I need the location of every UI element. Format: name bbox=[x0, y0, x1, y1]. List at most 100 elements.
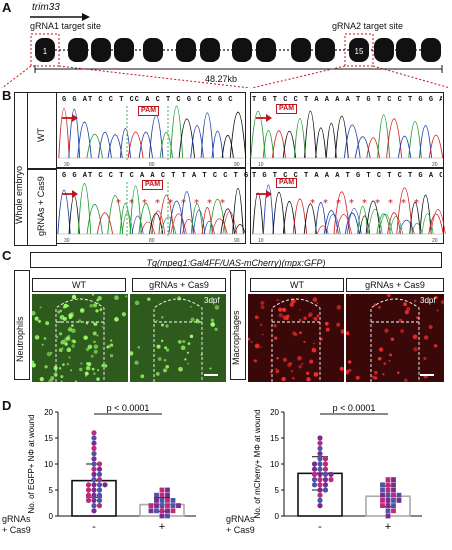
fluorescent-cell bbox=[433, 344, 438, 348]
pam-box-mut-left: PAM bbox=[142, 180, 164, 190]
data-point bbox=[154, 508, 159, 514]
chromatogram-peak bbox=[262, 130, 275, 159]
chromatogram-peak bbox=[408, 121, 422, 159]
fluorescent-cell bbox=[319, 337, 323, 341]
fluorescent-cell bbox=[156, 344, 161, 349]
position-tick: 80 bbox=[149, 238, 155, 244]
fluorescent-cell bbox=[254, 315, 259, 320]
fluorescent-cell bbox=[96, 334, 99, 337]
pam-box-wt-right: PAM bbox=[276, 104, 298, 114]
fluorescent-cell bbox=[440, 300, 444, 305]
grna1-label: gRNA1 target site bbox=[30, 21, 102, 31]
fluorescent-cell bbox=[348, 360, 352, 364]
gene-direction-arrow bbox=[30, 13, 90, 21]
chromatogram-peak bbox=[57, 189, 71, 235]
fluorescent-cell bbox=[316, 314, 320, 318]
neut-mut-title: gRNAs + Cas9 bbox=[132, 278, 226, 292]
data-point bbox=[385, 487, 391, 493]
fluorescent-cell bbox=[250, 340, 253, 343]
data-point bbox=[102, 482, 108, 488]
data-point bbox=[159, 503, 165, 508]
position-tick: 10 bbox=[258, 162, 264, 168]
data-point bbox=[391, 482, 396, 488]
data-point bbox=[328, 477, 334, 483]
data-point bbox=[317, 477, 323, 483]
fluorescent-cell bbox=[71, 339, 75, 343]
mutation-star: * bbox=[310, 198, 315, 209]
fluorescent-cell bbox=[93, 303, 98, 308]
fluorescent-cell bbox=[80, 362, 83, 365]
fluorescent-cell bbox=[121, 312, 126, 317]
fluorescent-cell bbox=[44, 365, 48, 369]
fluorescent-cell bbox=[104, 364, 108, 368]
fluorescent-cell bbox=[59, 314, 65, 320]
fluorescent-cell bbox=[187, 342, 191, 346]
data-point bbox=[91, 503, 97, 509]
chromatogram-peak bbox=[386, 118, 403, 159]
data-point bbox=[159, 498, 165, 503]
zoom-line bbox=[372, 65, 451, 88]
data-point bbox=[391, 503, 396, 508]
fluorescent-cell bbox=[147, 297, 151, 301]
data-point bbox=[317, 456, 323, 462]
exon-block bbox=[200, 38, 220, 62]
chromatogram-peak bbox=[158, 195, 175, 235]
fluorescent-cell bbox=[182, 340, 186, 344]
exon-block bbox=[143, 38, 163, 62]
mutation-star: * bbox=[362, 198, 367, 209]
seq-wt-left: G G AT C C T CC A C T C G C C G C bbox=[62, 96, 234, 104]
chromatogram-peak bbox=[430, 209, 446, 235]
fluorescent-cell bbox=[165, 348, 170, 352]
fluorescent-cell bbox=[313, 372, 319, 377]
data-point bbox=[380, 482, 385, 488]
data-point bbox=[148, 503, 154, 508]
sanger-chromatograms: 30 80 90 10 20 * * * * * * * * * 30 80 90 * * * * * * * * * 10 20 bbox=[56, 92, 446, 244]
mutation-star: * bbox=[375, 198, 380, 209]
fluorescent-cell bbox=[93, 349, 98, 354]
data-point bbox=[385, 492, 391, 498]
y-tick-label: 20 bbox=[270, 408, 279, 417]
fluorescent-cell bbox=[163, 368, 168, 373]
fluorescent-cell bbox=[91, 294, 95, 296]
p-value-label: p < 0.0001 bbox=[333, 403, 376, 413]
y-tick-label: 0 bbox=[275, 512, 280, 521]
fluorescent-cell bbox=[156, 319, 159, 322]
fluorescent-cell bbox=[96, 302, 99, 305]
chromatogram-peak bbox=[182, 218, 196, 235]
fluorescent-cell bbox=[177, 339, 182, 344]
fluorescent-cell bbox=[373, 303, 377, 307]
micro-background bbox=[130, 294, 226, 382]
chromatogram-peak bbox=[221, 135, 234, 159]
fluorescent-cell bbox=[61, 347, 64, 349]
data-point bbox=[91, 456, 97, 462]
fluorescent-cell bbox=[93, 322, 98, 327]
chromatogram-peak bbox=[428, 134, 444, 159]
fluorescent-cell bbox=[378, 347, 384, 352]
chromatogram-peak bbox=[232, 187, 244, 235]
chromatogram-peak bbox=[346, 208, 362, 235]
fluorescent-cell bbox=[336, 322, 341, 327]
data-point bbox=[317, 482, 323, 488]
fluorescent-cell bbox=[209, 367, 212, 370]
fluorescent-cell bbox=[273, 324, 277, 328]
fluorescent-cell bbox=[101, 364, 105, 368]
data-point bbox=[328, 471, 334, 477]
data-point bbox=[380, 487, 385, 493]
data-point bbox=[165, 503, 170, 508]
fluorescent-cell bbox=[389, 353, 392, 357]
fluorescent-cell bbox=[316, 302, 319, 304]
macrophages-box bbox=[230, 270, 246, 380]
position-tick: 90 bbox=[234, 238, 240, 244]
chromatogram-peak bbox=[234, 224, 246, 235]
fluorescent-cell bbox=[187, 362, 190, 365]
exon-block bbox=[421, 38, 441, 62]
mutation-star: * bbox=[349, 198, 354, 209]
data-point bbox=[322, 482, 329, 488]
chromatogram-peak bbox=[209, 198, 226, 235]
neutrophils-label: Neutrophils bbox=[15, 316, 25, 362]
fluorescent-cell bbox=[214, 305, 220, 310]
exon-block bbox=[315, 38, 335, 62]
y-axis-label: No. of mCherry+ MΦ at wound bbox=[253, 410, 262, 519]
fluorescent-cell bbox=[107, 344, 111, 349]
fluorescent-cell bbox=[298, 318, 302, 322]
